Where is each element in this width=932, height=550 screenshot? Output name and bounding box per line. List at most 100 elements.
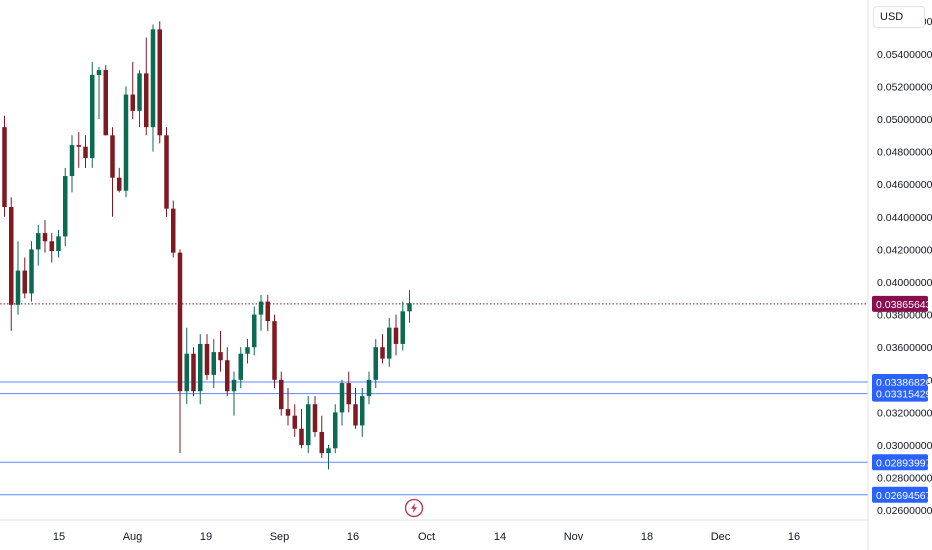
candle (90, 61, 95, 168)
candle (171, 200, 176, 258)
candle (123, 86, 129, 198)
y-tick-label: 0.04000000 (877, 277, 932, 289)
candle (49, 233, 54, 263)
candle (56, 229, 61, 258)
candle (9, 197, 14, 331)
candle (366, 371, 372, 405)
candle (353, 387, 358, 429)
candle (15, 241, 21, 315)
candle (265, 295, 270, 331)
candle (144, 37, 149, 136)
y-tick-label: 0.04200000 (877, 244, 932, 256)
candle (326, 445, 331, 470)
candle (36, 224, 41, 266)
candle (252, 306, 257, 356)
x-tick-label: Nov (564, 531, 584, 543)
candle (22, 257, 27, 299)
candle (137, 70, 142, 128)
candle (117, 167, 122, 193)
candle (63, 167, 68, 247)
candle (177, 249, 183, 454)
candle (164, 127, 169, 217)
y-tick-label: 0.04600000 (877, 179, 932, 191)
last-price-tag: 0.03865643 (872, 295, 932, 312)
candle (150, 24, 156, 152)
candle (103, 65, 108, 136)
candle (319, 415, 324, 459)
candle (238, 347, 243, 388)
candle (258, 295, 264, 331)
candle (218, 330, 223, 372)
candle (191, 347, 196, 397)
y-axis-ticks: 0.056000000.054000000.052000000.05000000… (877, 16, 932, 517)
y-tick-label: 0.03000000 (877, 440, 932, 452)
candle (299, 409, 304, 449)
y-tick-label: 0.03200000 (877, 407, 932, 419)
candle (76, 132, 81, 168)
candle (380, 334, 385, 364)
x-tick-label: Sep (270, 531, 290, 543)
currency-selector[interactable]: USD (873, 6, 925, 28)
candle (393, 314, 399, 356)
candle (69, 135, 75, 193)
x-tick-label: Oct (418, 531, 435, 543)
x-tick-label: 19 (200, 531, 212, 543)
candle (42, 220, 48, 253)
y-tick-label: 0.03800000 (877, 310, 932, 322)
x-tick-label: Dec (711, 531, 731, 543)
svg-text:0.03865643: 0.03865643 (876, 299, 932, 311)
y-tick-label: 0.02800000 (877, 473, 932, 485)
candle (231, 371, 237, 416)
candle (204, 334, 210, 380)
svg-text:0.02893997: 0.02893997 (876, 457, 932, 469)
horizontal-line-price-tag: 0.03315429 (872, 385, 932, 402)
candle (407, 290, 412, 323)
candle (346, 371, 351, 413)
candle (184, 327, 189, 405)
candle (2, 115, 7, 217)
x-tick-label: 16 (347, 531, 359, 543)
x-tick-label: 16 (788, 531, 800, 543)
x-tick-label: 15 (53, 531, 65, 543)
candle (373, 339, 378, 388)
candles (2, 21, 412, 470)
candle (130, 61, 135, 119)
candle (198, 334, 203, 405)
x-axis-ticks: 15 Aug 19 Sep 16 Oct 14 Nov 18 Dec 16 (53, 531, 800, 543)
candle (272, 314, 277, 388)
candle (83, 135, 88, 168)
horizontal-lines (0, 303, 868, 496)
candle (225, 347, 230, 397)
candle (333, 404, 338, 454)
x-tick-label: 18 (641, 531, 653, 543)
svg-text:0.03315429: 0.03315429 (876, 389, 932, 401)
horizontal-line-price-tag: 0.02694567 (872, 486, 932, 503)
x-tick-label: 14 (494, 531, 506, 543)
horizontal-line-price-tag: 0.02893997 (872, 454, 932, 471)
candle (285, 387, 291, 426)
candle (245, 339, 250, 364)
candle (400, 301, 405, 351)
y-tick-label: 0.04800000 (877, 147, 932, 159)
candle (211, 339, 216, 388)
candle (360, 387, 365, 437)
candle (306, 396, 311, 454)
y-tick-label: 0.04400000 (877, 212, 932, 224)
candle (339, 379, 345, 426)
lightning-icon[interactable] (404, 498, 424, 518)
candle (110, 127, 115, 217)
candle (157, 21, 162, 144)
y-tick-label: 0.05000000 (877, 114, 932, 126)
svg-text:0.02694567: 0.02694567 (876, 490, 932, 502)
candle (96, 66, 102, 119)
y-tick-label: 0.05400000 (877, 49, 932, 61)
price-tags: 0.033868260.033154290.028939970.02694567… (872, 295, 932, 503)
y-tick-label: 0.05200000 (877, 81, 932, 93)
x-tick-label: Aug (123, 531, 143, 543)
candle (29, 241, 34, 302)
y-tick-label: 0.03600000 (877, 342, 932, 354)
candle (312, 396, 318, 437)
candle (292, 404, 297, 437)
candle (279, 371, 284, 416)
